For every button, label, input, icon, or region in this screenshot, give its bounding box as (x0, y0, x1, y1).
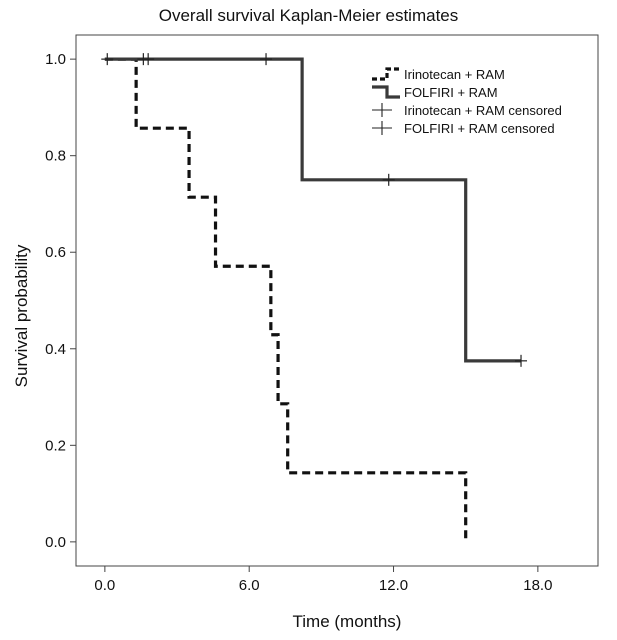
legend-label: FOLFIRI + RAM (404, 85, 498, 100)
x-tick-label: 6.0 (239, 577, 260, 594)
legend-symbol-irinotecan-ram (372, 67, 400, 81)
y-tick-label: 0.2 (45, 437, 66, 454)
irinotecan-ram-curve (104, 57, 468, 542)
x-tick-label: 0.0 (94, 577, 115, 594)
y-ticks: 0.0 0.2 0.4 0.6 0.8 1.0 (45, 51, 76, 551)
censor-layer (101, 53, 528, 367)
y-tick-label: 0.6 (45, 244, 66, 261)
x-axis-label: Time (months) (292, 612, 402, 631)
legend-label: FOLFIRI + RAM censored (404, 121, 555, 136)
plot-frame (75, 34, 599, 567)
y-tick-label: 1.0 (45, 51, 66, 68)
legend-label: Irinotecan + RAM censored (404, 103, 562, 118)
y-tick-label: 0.8 (45, 148, 66, 165)
chart-title: Overall survival Kaplan-Meier estimates (158, 6, 459, 25)
legend: Irinotecan + RAM FOLFIRI + RAM Irinotecan … (372, 67, 562, 136)
y-tick-label: 0.4 (45, 341, 66, 358)
y-tick-label: 0.0 (45, 534, 66, 551)
x-tick-label: 12.0 (379, 577, 408, 594)
legend-symbol-folfiri-ram (372, 85, 400, 99)
legend-label: Irinotecan + RAM (404, 67, 505, 82)
x-tick-label: 18.0 (523, 577, 552, 594)
x-ticks: 0.0 6.0 12.0 18.0 (94, 566, 552, 594)
